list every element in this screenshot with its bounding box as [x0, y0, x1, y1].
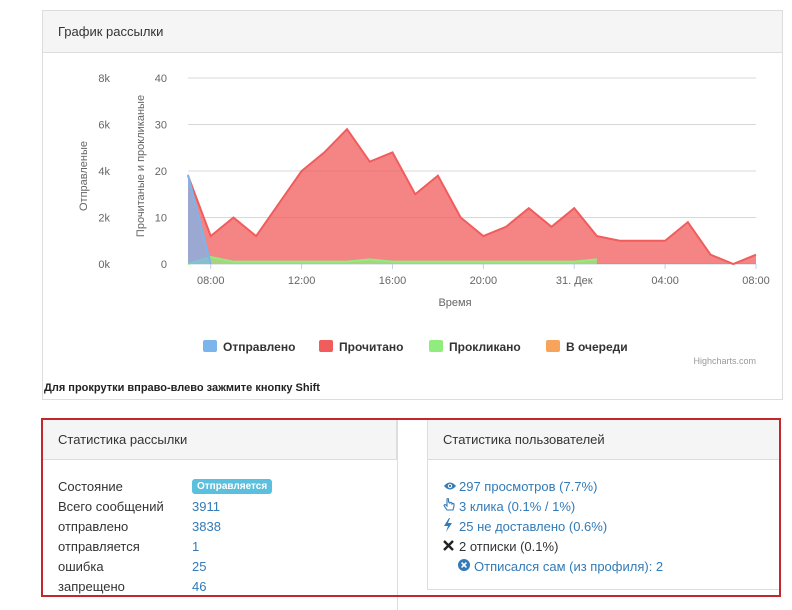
chart-panel: График рассылки 0 10 20 30 40 0k 2k 4k 6k 8k 08:00… — [42, 10, 783, 400]
mailing-stats-table: Состояние Отправляется Всего сообщений 3… — [58, 476, 273, 596]
unsub-self-link[interactable]: Отписался сам (из профиля): 2 — [474, 558, 664, 574]
legend-label: Отправлено — [223, 340, 295, 354]
chart-panel-title: График рассылки — [43, 11, 782, 53]
unsubscribes-text: 2 отписки (0.1%) — [459, 538, 559, 554]
right-axis-tick-label: 0 — [161, 259, 167, 271]
stats-row-forbidden: запрещено 46 — [58, 576, 272, 596]
legend-label: Прокликано — [449, 340, 521, 354]
stats-row-total: Всего сообщений 3911 — [58, 496, 272, 516]
legend-label: Прочитано — [339, 340, 403, 354]
eye-icon — [443, 479, 459, 494]
right-axis-tick-label: 40 — [155, 73, 167, 85]
stats-row-status: Состояние Отправляется — [58, 476, 273, 496]
stats-value[interactable]: 3911 — [192, 498, 220, 514]
x-axis-title: Время — [438, 297, 471, 309]
left-axis-tick-label: 0k — [98, 259, 110, 271]
stats-label: запрещено — [58, 578, 125, 594]
right-axis-tick-label: 30 — [155, 120, 167, 132]
right-axis-title: Прочитаные и прокликаные — [135, 95, 147, 237]
legend-swatch — [429, 340, 443, 352]
x-tick-label: 04:00 — [651, 275, 679, 287]
legend-label: В очереди — [566, 340, 628, 354]
highlight-box — [41, 418, 781, 597]
stats-label: Всего сообщений — [58, 498, 164, 514]
left-axis-tick-label: 2k — [98, 213, 110, 225]
left-axis-tick-label: 6k — [98, 120, 110, 132]
legend-swatch — [546, 340, 560, 352]
stats-label: отправляется — [58, 538, 140, 554]
close-icon — [443, 539, 459, 554]
x-tick-label: 16:00 — [379, 275, 407, 287]
unsubscribes-row: 2 отписки (0.1%) — [443, 536, 663, 556]
left-axis-tick-label: 4k — [98, 166, 110, 178]
chart-credits: Highcharts.com — [693, 356, 756, 366]
mailing-stats-panel: Статистика рассылки Состояние Отправляет… — [43, 420, 398, 610]
times-circle-icon — [458, 558, 474, 574]
x-tick-label: 08:00 — [742, 275, 770, 287]
hand-pointer-icon — [443, 497, 459, 515]
series-clicked-line — [187, 255, 598, 265]
scroll-hint: Для прокрутки вправо-влево зажмите кнопк… — [44, 382, 320, 394]
status-badge: Отправляется — [192, 478, 273, 494]
unsub-self-row[interactable]: Отписался сам (из профиля): 2 — [458, 556, 663, 576]
left-axis-tick-label: 8k — [98, 73, 110, 85]
x-tick-label: 12:00 — [288, 275, 316, 287]
stats-row-error: ошибка 25 — [58, 556, 272, 576]
not-delivered-link[interactable]: 25 не доставлено (0.6%) — [459, 518, 608, 534]
views-link[interactable]: 297 просмотров (7.7%) — [459, 478, 598, 494]
user-stats-list: 297 просмотров (7.7%) 3 клика (0.1% / 1%… — [443, 476, 663, 576]
x-tick-label: 20:00 — [470, 275, 498, 287]
clicks-link[interactable]: 3 клика (0.1% / 1%) — [459, 498, 576, 514]
series-read-line — [187, 127, 757, 266]
series-sent-line — [187, 174, 212, 265]
stats-row-sent: отправлено 3838 — [58, 516, 272, 536]
series-read-area — [188, 129, 756, 264]
right-axis-tick-label: 10 — [155, 213, 167, 225]
lightning-icon — [443, 517, 459, 535]
stats-value[interactable]: 1 — [192, 538, 200, 554]
legend-swatch — [203, 340, 217, 352]
user-stats-panel: Статистика пользователей 297 просмотров … — [427, 420, 781, 590]
not-delivered-row[interactable]: 25 не доставлено (0.6%) — [443, 516, 663, 536]
user-stats-title: Статистика пользователей — [428, 420, 780, 460]
stats-value[interactable]: 25 — [192, 558, 207, 574]
x-tick-label: 31. Дек — [556, 275, 593, 287]
stats-label: отправлено — [58, 518, 129, 534]
stats-row-sending: отправляется 1 — [58, 536, 272, 556]
mailing-stats-title: Статистика рассылки — [43, 420, 397, 460]
x-tick-label: 08:00 — [197, 275, 225, 287]
legend-swatch — [319, 340, 333, 352]
clicks-row[interactable]: 3 клика (0.1% / 1%) — [443, 496, 663, 516]
stats-label: ошибка — [58, 558, 104, 574]
views-row[interactable]: 297 просмотров (7.7%) — [443, 476, 663, 496]
stats-label: Состояние — [58, 478, 123, 494]
stats-value[interactable]: 3838 — [192, 518, 221, 534]
mailing-chart: 0 10 20 30 40 0k 2k 4k 6k 8k 08:00 12:00 16:00 20:00 3… — [78, 73, 770, 366]
right-axis-tick-label: 20 — [155, 166, 167, 178]
left-axis-title: Отправленые — [78, 141, 90, 211]
stats-value[interactable]: 46 — [192, 578, 207, 594]
